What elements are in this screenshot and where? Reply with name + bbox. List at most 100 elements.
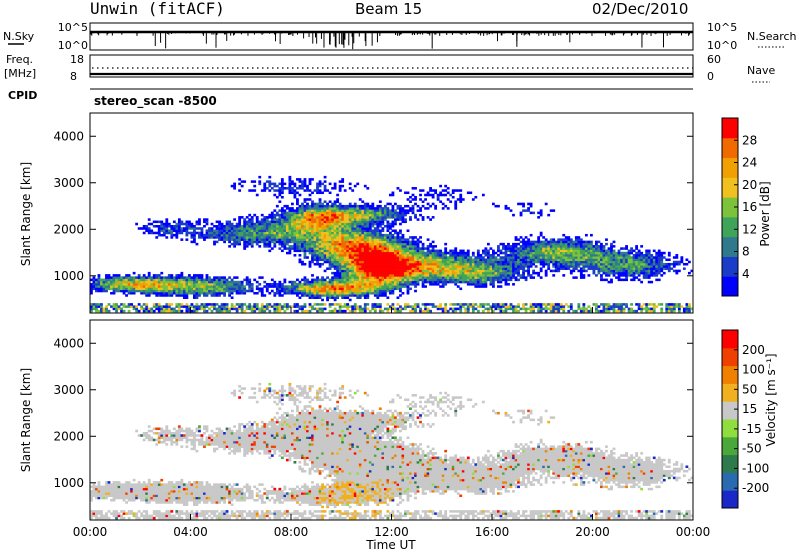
power-cell (414, 249, 417, 253)
power-cell (145, 294, 149, 297)
power-cell (230, 184, 234, 188)
power-cell (160, 294, 164, 297)
power-cell (92, 278, 96, 282)
power-cell (426, 254, 430, 257)
power-cell (368, 258, 372, 262)
power-cell (160, 271, 164, 275)
power-cell (303, 294, 307, 297)
power-cell (401, 285, 405, 288)
power-cell (386, 249, 390, 253)
power-cell (313, 207, 317, 210)
power-cell (333, 303, 337, 306)
power-cell (378, 242, 382, 246)
power-cell (409, 207, 412, 210)
power-cell (411, 187, 415, 190)
power-cell (388, 233, 392, 237)
power-cell (218, 238, 221, 241)
power-cell (376, 305, 380, 308)
power-cell (366, 307, 370, 311)
power-cell (361, 254, 365, 257)
power-cell (394, 271, 397, 275)
power-cell (409, 251, 412, 255)
power-cell (228, 285, 231, 288)
power-cell (273, 229, 277, 232)
power-cell (316, 303, 319, 306)
power-cell (464, 271, 468, 275)
power-cell (353, 218, 357, 221)
power-cell (228, 283, 231, 286)
power-cell (534, 305, 538, 308)
power-cell (348, 280, 352, 284)
power-cell (193, 229, 196, 232)
power-cell (411, 245, 415, 248)
power-cell (396, 262, 400, 266)
freq-tick-bottom: 8 (70, 70, 77, 83)
power-cell (492, 283, 495, 286)
power-cell (361, 227, 365, 230)
power-cell (288, 291, 292, 295)
power-cell (142, 309, 146, 313)
power-cell (165, 218, 169, 221)
power-cell (220, 276, 224, 279)
power-cell (275, 307, 279, 311)
power-cell (424, 193, 427, 197)
power-cell (160, 283, 164, 286)
power-cell (499, 262, 503, 266)
power-cell (253, 238, 257, 241)
power-cell (461, 280, 465, 284)
power-cell (142, 283, 146, 286)
power-cell (318, 283, 322, 286)
power-cell (228, 287, 231, 291)
power-cell (486, 269, 490, 273)
power-cell (486, 303, 490, 306)
power-cell (298, 227, 302, 230)
power-cell (288, 187, 292, 190)
power-cell (381, 294, 385, 297)
power-cell (182, 294, 186, 297)
power-cell (524, 242, 528, 246)
power-cell (519, 274, 523, 277)
power-cell (539, 211, 543, 215)
power-cell (466, 276, 470, 279)
power-cell (270, 247, 274, 250)
power-cell (316, 260, 319, 264)
power-cell (195, 305, 199, 308)
power-cell (404, 274, 407, 277)
power-cell (474, 283, 478, 286)
power-cell (557, 242, 561, 246)
power-cell (381, 276, 385, 279)
power-cell (296, 187, 299, 190)
power-cell (341, 260, 345, 264)
power-cell (353, 204, 357, 208)
power-cell (283, 236, 287, 239)
power-cell (228, 225, 231, 228)
power-cell (238, 216, 242, 219)
date-title: 02/Dec/2010 (592, 0, 688, 18)
power-cell (316, 256, 319, 259)
power-cell (471, 283, 475, 286)
power-cell (406, 204, 410, 208)
power-cell (270, 222, 274, 226)
power-cell (552, 305, 556, 308)
power-cell (318, 278, 322, 282)
power-cell (142, 274, 146, 277)
power-cell (248, 303, 252, 306)
power-cell (165, 220, 169, 224)
power-cell (208, 303, 211, 306)
power-cell (361, 265, 365, 268)
power-cell (424, 271, 427, 275)
power-cell (313, 291, 317, 295)
power-cell (308, 236, 312, 239)
power-cell (175, 285, 179, 288)
power-cell (275, 231, 279, 235)
power-cell (371, 209, 375, 212)
power-cell (386, 238, 390, 241)
power-cell (461, 249, 465, 253)
power-cell (170, 294, 174, 297)
power-cell (564, 265, 568, 268)
power-cell (351, 294, 355, 297)
power-cell (323, 280, 327, 284)
power-cell (122, 276, 126, 279)
power-cell (537, 249, 541, 253)
power-cell (358, 233, 362, 237)
